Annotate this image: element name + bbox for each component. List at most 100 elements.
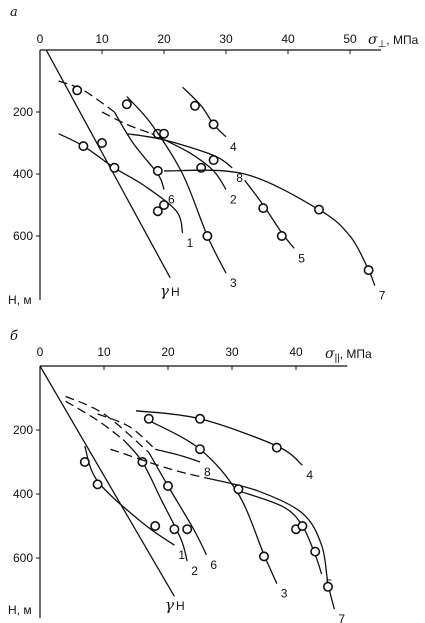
series-1-curve [84,445,175,546]
sigma-subscript: ⊥ [378,39,387,50]
series-3-curve [126,96,227,274]
series-8-point [143,413,154,424]
x-tick-label: 40 [289,345,303,359]
series-4-curve [182,86,227,138]
x-tick-label: 0 [37,345,44,359]
series-7-point [322,581,333,592]
series-3: 3 [148,419,288,601]
y-tick-label: 200 [13,105,33,119]
series-1-point [150,520,161,531]
x-tick-label: 40 [281,32,295,46]
series-6-dashed-curve [58,80,115,113]
x-tick-label: 10 [95,32,109,46]
series-7-label: 7 [338,612,345,623]
series-4-point [208,119,219,130]
series-7-point [233,484,244,495]
series-3-point [258,551,269,562]
series-8-label: 8 [204,465,211,479]
y-tick-label: 400 [13,487,33,501]
series-1-point [159,200,170,211]
x-tick-label: 20 [157,32,171,46]
series-4-curve [135,410,303,466]
series-7-curve [163,169,376,286]
series-3-label: 3 [281,587,288,601]
panel-label: б [10,329,18,344]
series-8: 8 [121,99,243,185]
series-1-point [92,479,103,490]
series-4: 4 [182,86,237,154]
series-5: 5 [244,179,305,265]
series-1-point [109,162,120,173]
series-6: 6 [58,80,175,207]
series-2-curve [151,133,227,190]
series-3: 3 [126,96,237,290]
series-8-point [121,99,132,110]
series-2-point [169,524,180,535]
series-1: 1 [58,133,194,250]
x-tick-label: 50 [343,32,357,46]
chart-panel-1: а 0 10 20 30 40 50 σ⊥, МПа 200 400 600 Н, м γ Н 1 2 3 4 5 6… [8,5,419,307]
series-4-point [190,100,201,111]
series-7: 7 [110,448,345,623]
series-6-curve [113,111,165,190]
x-axis-title: σ||, МПа [325,346,372,364]
chart-panel-2: б 0 10 20 30 40 σ||, МПа 200 400 600 Н, м γН 12 3 4 5 6 7… [8,329,372,623]
series-2-label: 2 [230,193,237,207]
series-3-point [159,128,170,139]
series-5-point [258,203,269,214]
series-1-label: 1 [187,236,194,250]
series-6: 6 [65,395,217,572]
series-3-point [195,444,206,455]
series-6-point [182,524,193,535]
series-5-point [276,231,287,242]
series-4-label: 4 [230,140,237,154]
series-7-curve [206,477,336,610]
series-5-point [310,546,321,557]
series-4-point [195,413,206,424]
series-1-point [78,141,89,152]
series-8-label: 8 [236,171,243,185]
series-7-dashed-curve [110,448,207,479]
x-tick-label: 20 [161,345,175,359]
series-5-curve [238,490,323,575]
series-8: 8 [97,413,211,479]
series-1-point [79,456,90,467]
x-axis-title: σ⊥, МПа [368,32,419,50]
y-tick-label: 200 [13,423,33,437]
gamma-h-text: Н [176,599,185,613]
gamma-h-line [39,365,175,597]
panel-label: а [10,5,18,20]
series-8-point [208,155,219,166]
series-7-point [363,265,374,276]
x-tick-label: 10 [97,345,111,359]
series-2: 2 [101,111,237,207]
y-tick-label: 400 [13,167,33,181]
series-6-label: 6 [168,193,175,207]
series-8-point [152,165,163,176]
y-tick-label: 600 [13,229,33,243]
series-1-curve [58,133,184,234]
series-4-label: 4 [306,468,313,482]
series-3-point [202,231,213,242]
series-6-label: 6 [210,558,217,572]
series-6-point [97,138,108,149]
series-5-curve [244,179,295,249]
series-6-curve [148,452,207,556]
series-2-curve [122,439,188,562]
series-1: 1 [79,445,185,562]
series-8-curve [126,133,233,169]
series-2-dashed-curve [65,400,124,441]
series-4: 4 [135,410,313,482]
y-axis-title: Н, м [8,603,32,617]
x-tick-label: 30 [219,32,233,46]
series-5: 5 [238,490,333,591]
series-8-curve [155,448,201,463]
series-6-dashed-curve [65,395,150,453]
sigma-symbol: σ [368,32,378,48]
series-3-label: 3 [230,276,237,290]
y-axis-title: Н, м [8,293,32,307]
series-7-label: 7 [379,289,386,303]
series-7-point [297,520,308,531]
